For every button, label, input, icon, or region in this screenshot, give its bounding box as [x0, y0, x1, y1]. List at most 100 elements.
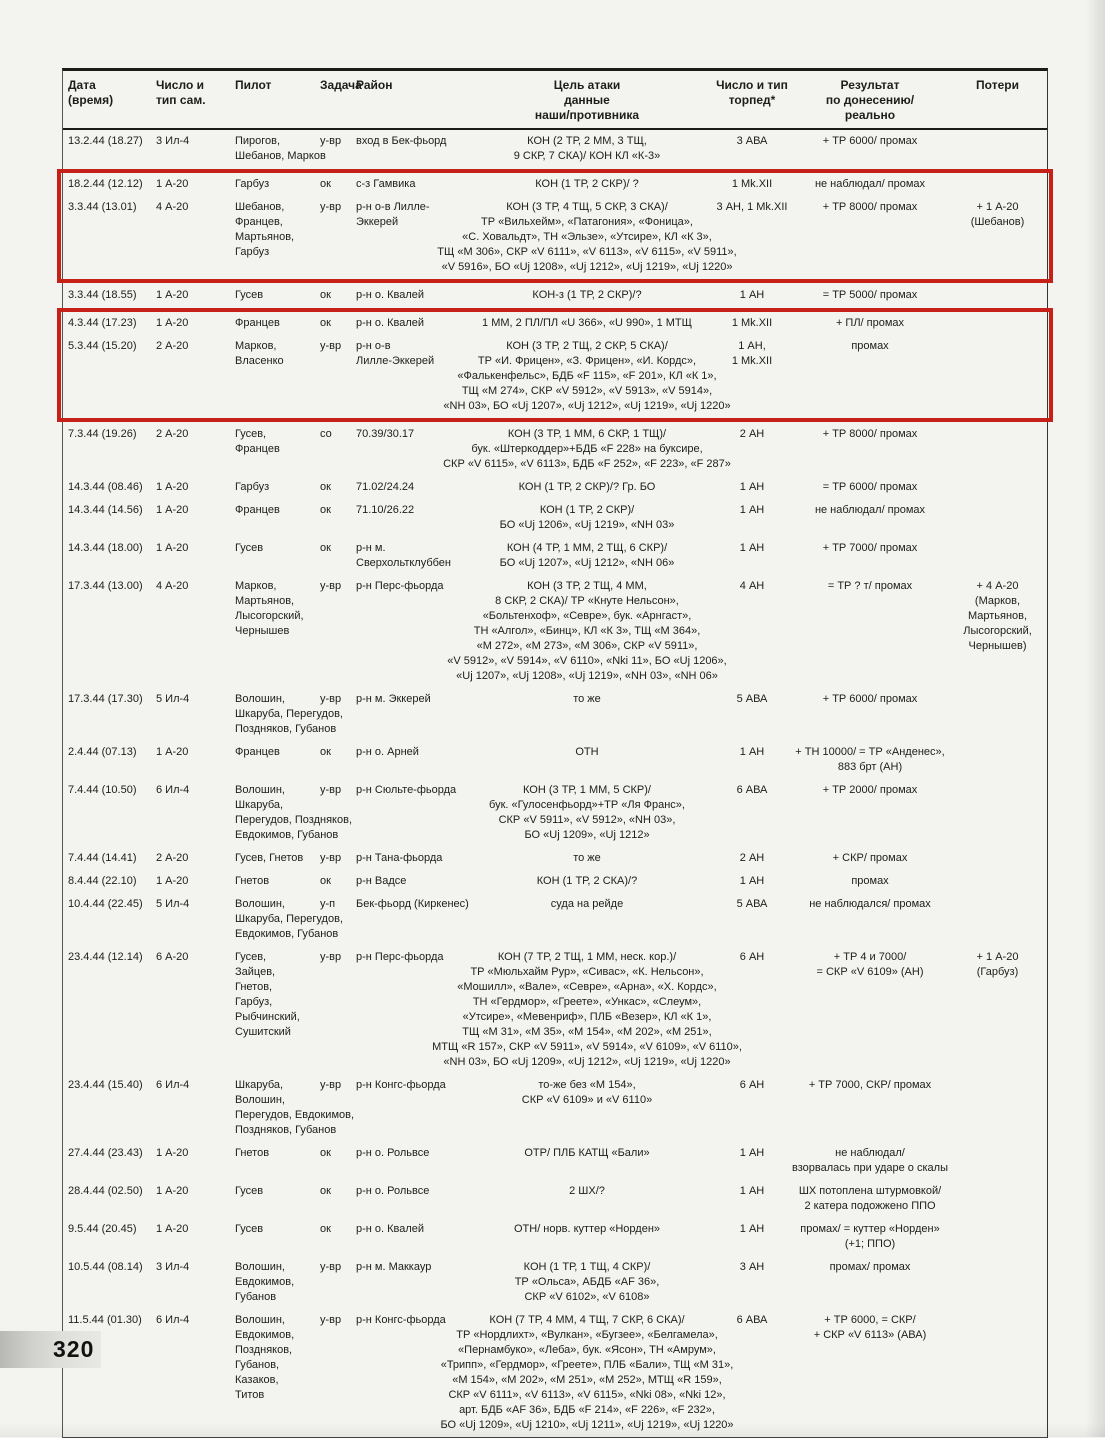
cell-torpedoes: 5 АВА — [736, 693, 768, 705]
header-task: Задача — [320, 78, 362, 92]
cell-torpedoes: 3 АН, 1 Mk.XII — [716, 201, 788, 213]
cell-target: КОН-з (1 ТР, 2 СКР)/? — [532, 289, 642, 301]
cell-task: ок — [320, 1223, 331, 1235]
table-row: 3.3.44 (18.55) 1 А-20 Гусев ок р-н о. Квалей… — [63, 284, 1047, 307]
cell-pilots: Шкаруба, Волошин, Перегудов, Евдокимов, Поз… — [235, 1079, 355, 1136]
cell-result: ШХ потоплена штурмовкой/2 катера подожже… — [798, 1185, 942, 1212]
table-row: 9.5.44 (20.45) 1 А-20 Гусев ок р-н о. Квалей… — [63, 1218, 1047, 1256]
cell-date: 28.4.44 (02.50) — [68, 1185, 143, 1197]
cell-task: у-вр — [320, 1079, 342, 1091]
cell-losses — [948, 851, 1047, 866]
cell-task: у-п — [320, 898, 336, 910]
cell-count: 5 Ил-4 — [156, 693, 190, 705]
cell-torpedoes: 1 АН, 1 Mk.XII — [731, 340, 773, 367]
cell-date: 7.4.44 (10.50) — [68, 784, 137, 796]
cell-task: ок — [320, 504, 331, 516]
cell-count: 3 Ил-4 — [156, 1261, 190, 1273]
cell-district: 71.02/24.24 — [356, 481, 415, 493]
cell-pilots: Гнетов — [235, 1147, 270, 1159]
cell-torpedoes: 1 АН — [739, 542, 765, 554]
cell-task: ок — [320, 542, 331, 554]
cell-torpedoes: 5 АВА — [736, 898, 768, 910]
cell-date: 3.3.44 (13.01) — [68, 201, 137, 213]
cell-count: 4 А-20 — [156, 201, 189, 213]
cell-torpedoes: 6 АВА — [736, 784, 768, 796]
table-row: 14.3.44 (18.00) 1 А-20 Гусев ок р-н м. Сверхо… — [63, 537, 1047, 575]
cell-date: 9.5.44 (20.45) — [68, 1223, 137, 1235]
cell-target: КОН (1 ТР, 2 СКР)/? Гр. БО — [518, 481, 656, 493]
cell-losses — [948, 692, 1047, 737]
cell-date: 2.4.44 (07.13) — [68, 746, 137, 758]
cell-target: КОН (2 ТР, 2 ММ, 3 ТЩ, 9 СКР, 7 СКА)/ КОН… — [513, 135, 661, 162]
cell-district: р-н м. Эккерей — [356, 693, 431, 705]
cell-district: р-н м. Маккаур — [356, 1261, 432, 1273]
cell-target: то же — [573, 852, 601, 864]
cell-pilots: Гарбуз — [235, 481, 270, 493]
header-district: Район — [356, 78, 393, 92]
table-row: 7.4.44 (14.41) 2 А-20 Гусев, Гнетов у-вр р-н… — [63, 847, 1047, 870]
cell-pilots: Гусев — [235, 1223, 264, 1235]
cell-losses — [948, 783, 1047, 843]
cell-date: 10.4.44 (22.45) — [68, 898, 143, 910]
table-row: 28.4.44 (02.50) 1 А-20 Гусев ок р-н о. Рольв… — [63, 1180, 1047, 1218]
cell-pilots: Волошин, Шкаруба, Перегудов, Поздняков, Евд… — [235, 784, 353, 841]
cell-torpedoes: 1 АН — [739, 481, 765, 493]
cell-district: 70.39/30.17 — [356, 428, 415, 440]
cell-losses — [948, 897, 1047, 942]
cell-district: р-н о. Арней — [356, 746, 419, 758]
cell-district: р-н о. Квалей — [356, 317, 425, 329]
cell-torpedoes: 3 АВА — [736, 135, 768, 147]
cell-target: КОН (1 ТР, 2 СКА)/? — [536, 875, 638, 887]
cell-losses — [948, 480, 1047, 495]
cell-pilots: Гусев, Францев — [235, 428, 280, 455]
cell-losses — [948, 339, 1047, 414]
cell-target: КОН (3 ТР, 2 ТЩ, 4 ММ, 8 СКР, 2 СКА)/ ТР … — [447, 580, 727, 682]
cell-target: КОН (1 ТР, 2 СКР)/ ? — [535, 178, 639, 190]
cell-losses — [948, 1260, 1047, 1305]
cell-pilots: Волошин, Евдокимов, Поздняков, Губанов, Каза… — [235, 1314, 295, 1401]
cell-date: 5.3.44 (15.20) — [68, 340, 137, 352]
cell-result: не наблюдал/ промах — [814, 178, 926, 190]
cell-target: ОТН/ норв. куттер «Норден» — [513, 1223, 661, 1235]
cell-task: ок — [320, 1185, 331, 1197]
table-row: 11.5.44 (01.30) 6 Ил-4 Волошин, Евдокимов, П… — [63, 1309, 1047, 1437]
cell-task: у-вр — [320, 693, 342, 705]
cell-count: 1 А-20 — [156, 1185, 189, 1197]
cell-pilots: Гусев — [235, 542, 264, 554]
cell-date: 3.3.44 (18.55) — [68, 289, 137, 301]
cell-date: 17.3.44 (17.30) — [68, 693, 143, 705]
cell-torpedoes: 1 АН — [739, 1185, 765, 1197]
cell-torpedoes: 1 АН — [739, 875, 765, 887]
cell-district: р-н Тана-фьорда — [356, 852, 443, 864]
table-row: 10.4.44 (22.45) 5 Ил-4 Волошин, Шкаруба, Пе… — [63, 893, 1047, 946]
cell-result: + ТР 6000/ промах — [822, 693, 918, 705]
cell-target: КОН (3 ТР, 2 ТЩ, 2 СКР, 5 СКА)/ТР «И. Фр… — [443, 340, 731, 412]
cell-target: КОН (7 ТР, 2 ТЩ, 1 ММ, неск. кор.)/ТР «М… — [432, 951, 742, 1068]
cell-date: 14.3.44 (08.46) — [68, 481, 143, 493]
cell-date: 10.5.44 (08.14) — [68, 1261, 143, 1273]
cell-torpedoes: 6 АН — [739, 1079, 765, 1091]
cell-date: 7.4.44 (14.41) — [68, 852, 137, 864]
cell-target: то же — [573, 693, 601, 705]
table-row: 8.4.44 (22.10) 1 А-20 Гнетов ок р-н Вадсе КОН… — [63, 870, 1047, 893]
cell-district: р-н Вадсе — [356, 875, 407, 887]
cell-task: ок — [320, 875, 331, 887]
cell-count: 6 Ил-4 — [156, 1314, 190, 1326]
cell-date: 17.3.44 (13.00) — [68, 580, 143, 592]
cell-result: не наблюдал/взорвалась при ударе о скалы — [792, 1147, 948, 1174]
cell-count: 5 Ил-4 — [156, 898, 190, 910]
cell-losses — [948, 427, 1047, 472]
attack-table: Дата (время) Число и тип сам. Пилот Задача Рай… — [57, 68, 1053, 1438]
cell-torpedoes: 1 АН — [739, 746, 765, 758]
table-row: 13.2.44 (18.27) 3 Ил-4 Пирогов, Шебанов, Ма… — [63, 130, 1047, 168]
table-row: 5.3.44 (15.20) 2 А-20 Марков, Власенко у-вр р… — [63, 335, 1047, 418]
cell-count: 1 А-20 — [156, 875, 189, 887]
table-row: 17.3.44 (13.00) 4 А-20 Марков, Мартьянов, Лы… — [63, 575, 1047, 688]
cell-losses — [948, 503, 1047, 533]
row-group: 13.2.44 (18.27) 3 Ил-4 Пирогов, Шебанов, Ма… — [63, 130, 1047, 168]
cell-task: у-вр — [320, 784, 342, 796]
cell-task: у-вр — [320, 852, 342, 864]
cell-losses — [948, 1184, 1047, 1214]
cell-torpedoes: 1 АН — [739, 1223, 765, 1235]
cell-pilots: Пирогов, Шебанов, Марков — [235, 135, 326, 162]
